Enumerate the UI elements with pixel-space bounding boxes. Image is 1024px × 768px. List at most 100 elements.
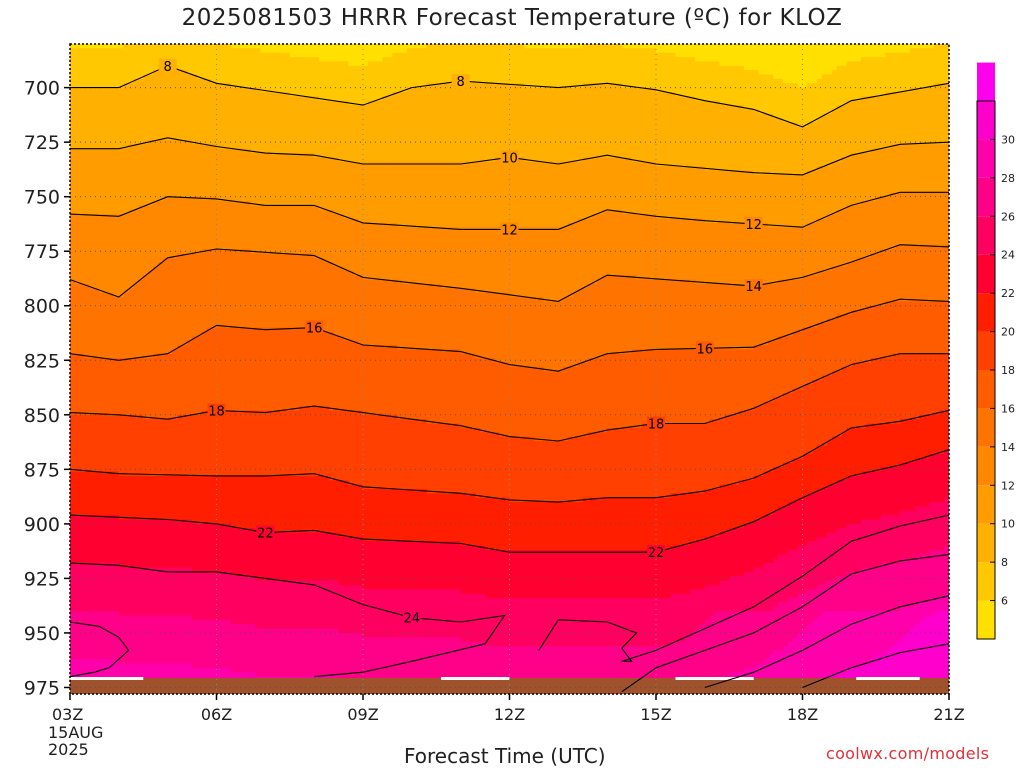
- field-cell: [133, 554, 138, 559]
- field-cell: [138, 157, 143, 162]
- field-cell: [226, 541, 231, 546]
- field-cell: [94, 323, 99, 328]
- field-cell: [143, 458, 148, 463]
- field-cell: [124, 611, 129, 616]
- field-cell: [94, 594, 99, 599]
- field-cell: [133, 345, 138, 350]
- field-cell: [221, 467, 226, 472]
- field-cell: [114, 428, 119, 433]
- field-cell: [80, 402, 85, 407]
- field-cell: [182, 528, 187, 533]
- field-cell: [226, 266, 231, 271]
- field-cell: [173, 109, 178, 114]
- field-cell: [75, 424, 80, 429]
- field-cell: [173, 127, 178, 132]
- field-cell: [168, 445, 173, 450]
- field-cell: [148, 663, 153, 668]
- field-cell: [90, 642, 95, 647]
- field-cell: [80, 205, 85, 210]
- field-cell: [90, 153, 95, 158]
- field-cell: [187, 310, 192, 315]
- field-cell: [143, 419, 148, 424]
- field-cell: [192, 53, 197, 58]
- field-cell: [75, 332, 80, 337]
- field-cell: [197, 66, 202, 71]
- field-cell: [119, 201, 124, 206]
- field-cell: [104, 349, 109, 354]
- field-cell: [85, 280, 90, 285]
- field-cell: [104, 227, 109, 232]
- field-cell: [129, 157, 134, 162]
- field-cell: [231, 253, 236, 258]
- field-cell: [197, 301, 202, 306]
- field-cell: [138, 450, 143, 455]
- field-cell: [94, 105, 99, 110]
- field-cell: [85, 105, 90, 110]
- field-cell: [94, 336, 99, 341]
- field-cell: [212, 314, 217, 319]
- field-cell: [226, 319, 231, 324]
- field-cell: [99, 393, 104, 398]
- field-cell: [182, 393, 187, 398]
- field-cell: [143, 214, 148, 219]
- field-cell: [168, 109, 173, 114]
- field-cell: [207, 162, 212, 167]
- field-cell: [221, 393, 226, 398]
- field-cell: [221, 576, 226, 581]
- field-cell: [119, 328, 124, 333]
- field-cell: [192, 402, 197, 407]
- field-cell: [192, 463, 197, 468]
- field-cell: [124, 201, 129, 206]
- field-cell: [129, 328, 134, 333]
- field-cell: [104, 537, 109, 542]
- field-cell: [221, 218, 226, 223]
- field-cell: [129, 624, 134, 629]
- field-cell: [99, 123, 104, 128]
- field-cell: [187, 205, 192, 210]
- field-cell: [197, 450, 202, 455]
- field-cell: [143, 188, 148, 193]
- field-cell: [114, 567, 119, 572]
- field-cell: [177, 223, 182, 228]
- field-cell: [99, 541, 104, 546]
- field-cell: [226, 53, 231, 58]
- field-cell: [80, 227, 85, 232]
- field-cell: [197, 620, 202, 625]
- field-cell: [202, 594, 207, 599]
- field-cell: [133, 362, 138, 367]
- field-cell: [138, 136, 143, 141]
- field-cell: [158, 384, 163, 389]
- field-cell: [90, 149, 95, 154]
- field-cell: [226, 245, 231, 250]
- field-cell: [177, 280, 182, 285]
- field-cell: [221, 188, 226, 193]
- field-cell: [192, 642, 197, 647]
- field-cell: [217, 61, 222, 66]
- field-cell: [202, 188, 207, 193]
- field-cell: [138, 506, 143, 511]
- field-cell: [207, 140, 212, 145]
- field-cell: [158, 266, 163, 271]
- field-cell: [129, 572, 134, 577]
- field-cell: [158, 397, 163, 402]
- field-cell: [114, 61, 119, 66]
- field-cell: [168, 48, 173, 53]
- field-cell: [129, 633, 134, 638]
- field-cell: [90, 472, 95, 477]
- field-cell: [109, 554, 114, 559]
- field-cell: [177, 297, 182, 302]
- field-cell: [221, 642, 226, 647]
- field-cell: [133, 349, 138, 354]
- field-cell: [75, 624, 80, 629]
- field-cell: [173, 201, 178, 206]
- field-cell: [177, 659, 182, 664]
- field-cell: [119, 341, 124, 346]
- field-cell: [231, 101, 236, 106]
- field-cell: [177, 310, 182, 315]
- field-cell: [114, 554, 119, 559]
- field-cell: [148, 502, 153, 507]
- field-cell: [124, 410, 129, 415]
- field-cell: [143, 607, 148, 612]
- field-cell: [197, 349, 202, 354]
- field-cell: [148, 328, 153, 333]
